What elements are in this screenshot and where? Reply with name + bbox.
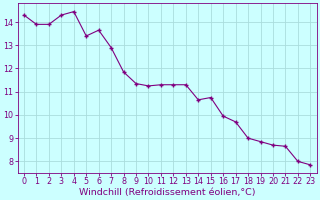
X-axis label: Windchill (Refroidissement éolien,°C): Windchill (Refroidissement éolien,°C) (79, 188, 255, 197)
